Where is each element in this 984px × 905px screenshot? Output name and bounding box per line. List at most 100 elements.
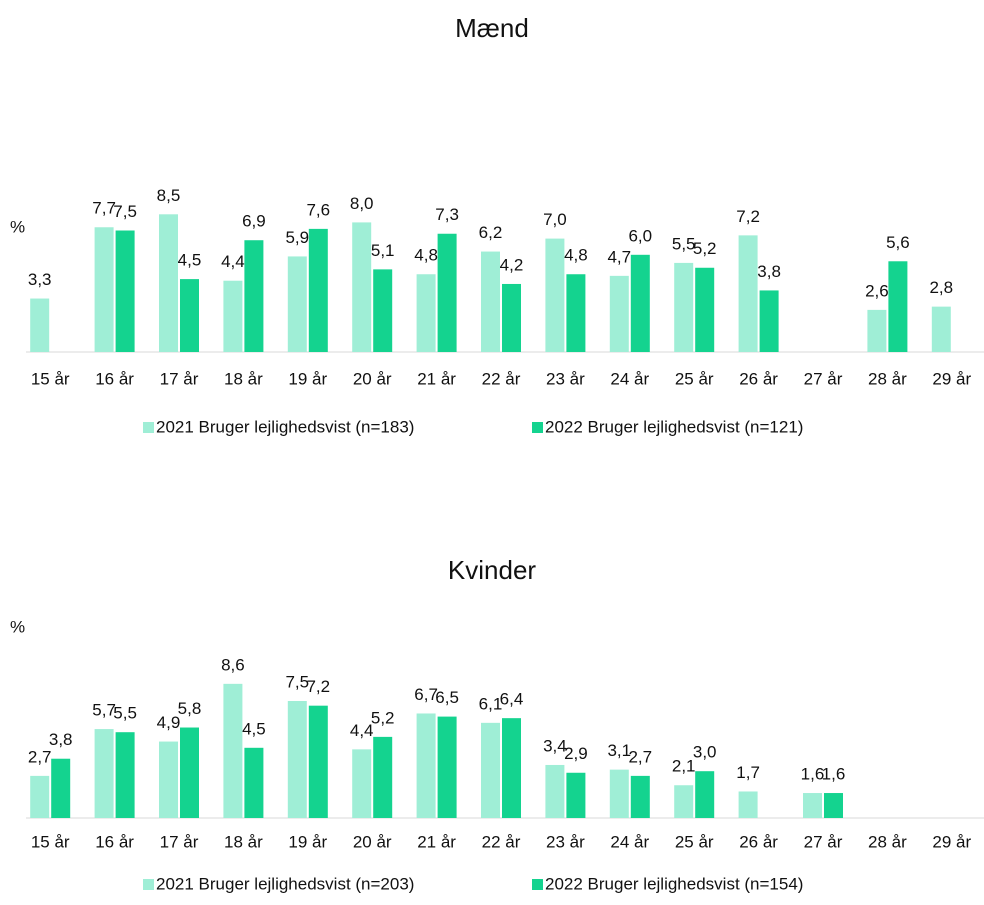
data-label: 5,8 (178, 699, 202, 718)
data-label: 4,2 (500, 255, 524, 274)
legend-label: 2022 Bruger lejlighedsvist (n=154) (545, 874, 803, 893)
data-label: 7,5 (285, 672, 309, 691)
x-tick-label: 24 år (610, 832, 649, 851)
bar (223, 683, 243, 818)
data-label: 7,7 (92, 199, 116, 218)
legend-label: 2022 Bruger lejlighedsvist (n=121) (545, 417, 803, 436)
bar (695, 267, 715, 352)
bar (94, 729, 114, 818)
bar (180, 727, 199, 818)
data-label: 5,6 (886, 233, 910, 252)
bar (287, 256, 307, 352)
data-label: 5,9 (285, 228, 309, 247)
data-label: 1,7 (736, 763, 760, 782)
data-label: 6,0 (628, 226, 652, 245)
data-label: 6,5 (435, 688, 459, 707)
data-label: 7,6 (306, 200, 330, 219)
x-tick-label: 16 år (95, 832, 134, 851)
bar (308, 705, 328, 818)
data-label: 4,7 (607, 247, 631, 266)
x-tick-label: 17 år (160, 832, 199, 851)
data-label: 7,2 (306, 677, 330, 696)
x-tick-label: 29 år (932, 832, 971, 851)
bar (373, 269, 393, 352)
bar (159, 214, 178, 352)
bar (630, 775, 650, 818)
bar (481, 251, 500, 352)
x-tick-label: 28 år (868, 832, 907, 851)
bar (566, 772, 586, 818)
x-tick-label: 22 år (482, 832, 521, 851)
data-label: 5,2 (371, 708, 395, 727)
bar (759, 290, 779, 352)
chart-title: Mænd (455, 13, 529, 43)
x-tick-label: 26 år (739, 832, 778, 851)
data-label: 2,8 (929, 278, 953, 297)
bar (416, 274, 436, 352)
bar (416, 713, 436, 818)
bar (51, 758, 71, 818)
bar (674, 262, 694, 352)
x-tick-label: 24 år (610, 369, 649, 388)
data-label: 3,8 (757, 262, 781, 281)
x-tick-label: 29 år (932, 369, 971, 388)
bar (437, 716, 457, 818)
bar (545, 764, 565, 818)
bar (867, 309, 887, 352)
data-label: 5,5 (672, 234, 696, 253)
x-tick-label: 20 år (353, 832, 392, 851)
data-label: 2,9 (564, 744, 588, 763)
x-tick-label: 22 år (482, 369, 521, 388)
data-label: 1,6 (801, 765, 825, 784)
data-label: 3,8 (49, 730, 73, 749)
x-tick-label: 18 år (224, 369, 263, 388)
data-label: 3,0 (693, 743, 717, 762)
bar (223, 280, 243, 352)
legend-swatch (532, 879, 543, 890)
data-label: 3,3 (28, 270, 52, 289)
bar (609, 275, 629, 352)
chart-title: Kvinder (448, 555, 536, 585)
x-tick-label: 19 år (288, 832, 327, 851)
data-label: 4,8 (564, 246, 588, 265)
legend-label: 2021 Bruger lejlighedsvist (n=183) (156, 417, 414, 436)
bar (674, 785, 694, 818)
legend-swatch (532, 422, 543, 433)
data-label: 6,2 (479, 223, 503, 242)
bar (94, 227, 114, 352)
bar (352, 749, 372, 818)
bar (803, 793, 822, 818)
bar (502, 718, 521, 818)
legend-label: 2021 Bruger lejlighedsvist (n=203) (156, 874, 414, 893)
bar (738, 791, 758, 818)
data-label: 4,4 (221, 252, 245, 271)
bar (180, 279, 199, 352)
data-label: 8,5 (157, 186, 181, 205)
data-label: 5,2 (693, 239, 717, 258)
data-label: 3,4 (543, 736, 567, 755)
bar (931, 306, 951, 352)
legend-swatch (143, 879, 154, 890)
x-tick-label: 23 år (546, 369, 585, 388)
bar (481, 722, 500, 818)
bar (244, 240, 264, 352)
data-label: 7,2 (736, 207, 760, 226)
x-tick-label: 17 år (160, 369, 199, 388)
data-label: 4,5 (178, 251, 202, 270)
data-label: 4,9 (157, 713, 181, 732)
data-label: 2,1 (672, 757, 696, 776)
bar (308, 228, 328, 352)
data-label: 7,0 (543, 210, 567, 229)
bar (244, 747, 264, 818)
data-label: 5,5 (113, 704, 137, 723)
bar (30, 775, 50, 818)
data-label: 6,7 (414, 685, 438, 704)
y-axis-label: % (10, 617, 25, 636)
bar (502, 283, 521, 352)
data-label: 5,1 (371, 241, 395, 260)
x-tick-label: 20 år (353, 369, 392, 388)
data-label: 4,5 (242, 719, 266, 738)
bar (287, 701, 307, 818)
bar (30, 298, 50, 352)
